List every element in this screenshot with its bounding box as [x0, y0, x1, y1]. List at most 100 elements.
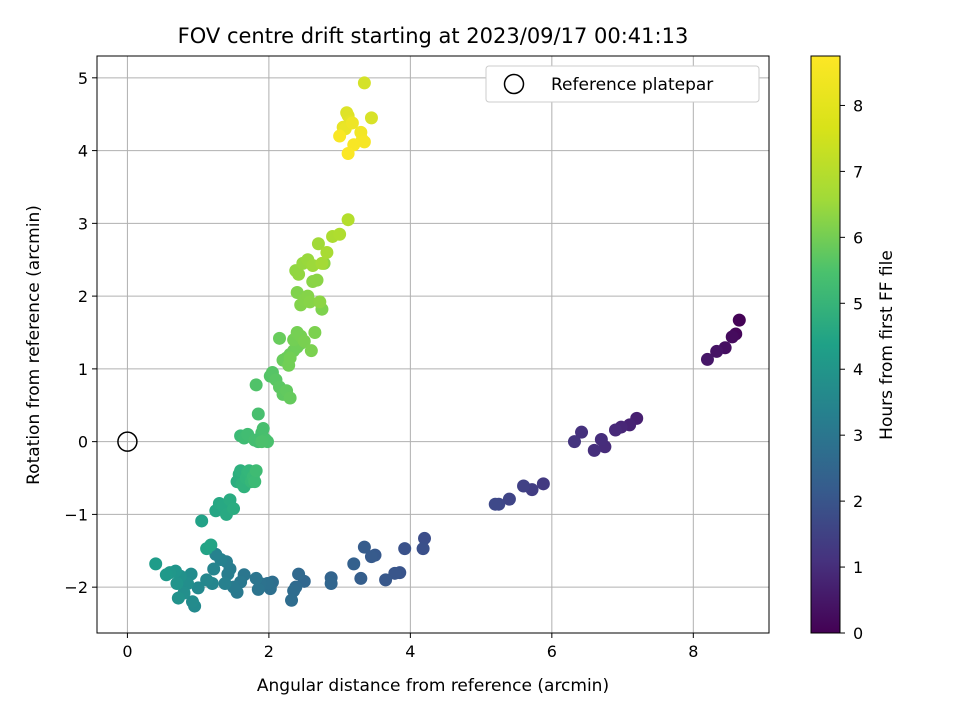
- y-tick-label: −1: [64, 505, 88, 524]
- data-point: [313, 295, 327, 309]
- x-tick-label: 0: [122, 642, 132, 661]
- y-tick-label: −2: [64, 578, 88, 597]
- data-point: [283, 391, 297, 405]
- legend: Reference platepar: [485, 65, 760, 103]
- x-tick-label: 2: [264, 642, 274, 661]
- data-point: [251, 582, 265, 596]
- data-point: [594, 432, 608, 446]
- data-point: [310, 273, 324, 287]
- data-point: [255, 435, 269, 449]
- colorbar-tick-label: 2: [853, 492, 863, 511]
- data-point: [700, 352, 714, 366]
- data-point: [311, 237, 325, 251]
- data-point: [204, 538, 218, 552]
- data-point: [364, 550, 378, 564]
- y-axis-ticks: −2 −1 0 1 2 3 4 5: [64, 69, 97, 597]
- data-point: [218, 577, 232, 591]
- data-point: [185, 595, 199, 609]
- data-point: [488, 497, 502, 511]
- data-point: [191, 581, 205, 595]
- data-point: [502, 492, 516, 506]
- legend-box: [485, 65, 760, 103]
- colorbar-tick-label: 8: [853, 96, 863, 115]
- data-point: [249, 378, 263, 392]
- data-point: [357, 540, 371, 554]
- data-point: [315, 256, 329, 270]
- data-point: [200, 573, 214, 587]
- legend-marker-icon: [503, 73, 525, 95]
- colorbar-gradient: [810, 55, 841, 634]
- data-point: [304, 344, 318, 358]
- data-point: [587, 443, 601, 457]
- data-point: [732, 313, 746, 327]
- plot-background: [97, 56, 769, 633]
- data-point: [248, 475, 262, 489]
- data-point: [324, 577, 338, 591]
- data-point: [249, 571, 263, 585]
- data-point: [333, 129, 347, 143]
- y-tick-label: 3: [78, 214, 88, 233]
- data-point: [536, 477, 550, 491]
- y-tick-label: 4: [78, 142, 88, 161]
- data-point: [170, 577, 184, 591]
- data-point: [292, 567, 306, 581]
- data-point: [227, 502, 241, 516]
- x-tick-label: 8: [688, 642, 698, 661]
- data-point: [292, 267, 306, 281]
- data-point: [567, 435, 581, 449]
- data-point: [347, 557, 361, 571]
- data-point: [207, 562, 221, 576]
- data-point: [341, 213, 355, 227]
- colorbar: 0 1 2 3 4 5 6 7 8 Hours from first FF file: [810, 55, 897, 643]
- colorbar-ticks: 0 1 2 3 4 5 6 7 8: [840, 96, 863, 643]
- reference-platepar-marker: [117, 431, 138, 452]
- colorbar-tick-label: 4: [853, 360, 863, 379]
- data-point: [303, 295, 317, 309]
- data-point: [159, 568, 173, 582]
- data-point: [195, 514, 209, 528]
- data-point: [308, 325, 322, 339]
- legend-entry-reference: Reference platepar: [551, 75, 713, 95]
- data-point: [710, 344, 724, 358]
- chart-title: FOV centre drift starting at 2023/09/17 …: [178, 24, 689, 48]
- plot-area: 0 2 4 6 8 −2 −1 0 1 2 3 4 5: [64, 55, 770, 661]
- data-point: [357, 76, 371, 90]
- data-point: [416, 542, 430, 556]
- colorbar-tick-label: 3: [853, 426, 863, 445]
- data-point: [418, 531, 432, 545]
- data-point: [575, 425, 589, 439]
- data-point: [256, 422, 270, 436]
- data-point: [725, 330, 739, 344]
- data-point: [283, 351, 297, 365]
- data-point: [609, 423, 623, 437]
- data-point: [249, 464, 263, 478]
- data-point: [341, 147, 355, 161]
- colorbar-tick-label: 6: [853, 228, 863, 247]
- colorbar-label: Hours from first FF file: [877, 250, 897, 440]
- colorbar-tick-label: 5: [853, 294, 863, 313]
- y-tick-label: 1: [78, 360, 88, 379]
- data-point: [171, 591, 185, 605]
- y-tick-label: 0: [78, 433, 88, 452]
- colorbar-tick-label: 0: [853, 624, 863, 643]
- plot-frame: [96, 55, 770, 634]
- data-point: [285, 593, 299, 607]
- data-point: [333, 227, 347, 241]
- data-point: [297, 334, 311, 348]
- data-points: [149, 76, 746, 613]
- x-tick-label: 4: [405, 642, 415, 661]
- y-tick-label: 2: [78, 287, 88, 306]
- y-axis-label: Rotation from reference (arcmin): [24, 205, 44, 485]
- data-point: [251, 407, 265, 421]
- y-tick-label: 5: [78, 69, 88, 88]
- data-point: [273, 331, 287, 345]
- x-axis-label: Angular distance from reference (arcmin): [257, 676, 609, 696]
- data-point: [354, 571, 368, 585]
- data-point: [357, 135, 371, 149]
- data-point: [398, 542, 412, 556]
- data-point: [345, 116, 359, 130]
- x-axis-ticks: 0 2 4 6 8: [122, 633, 698, 661]
- data-point: [149, 557, 163, 571]
- colorbar-tick-label: 7: [853, 162, 863, 181]
